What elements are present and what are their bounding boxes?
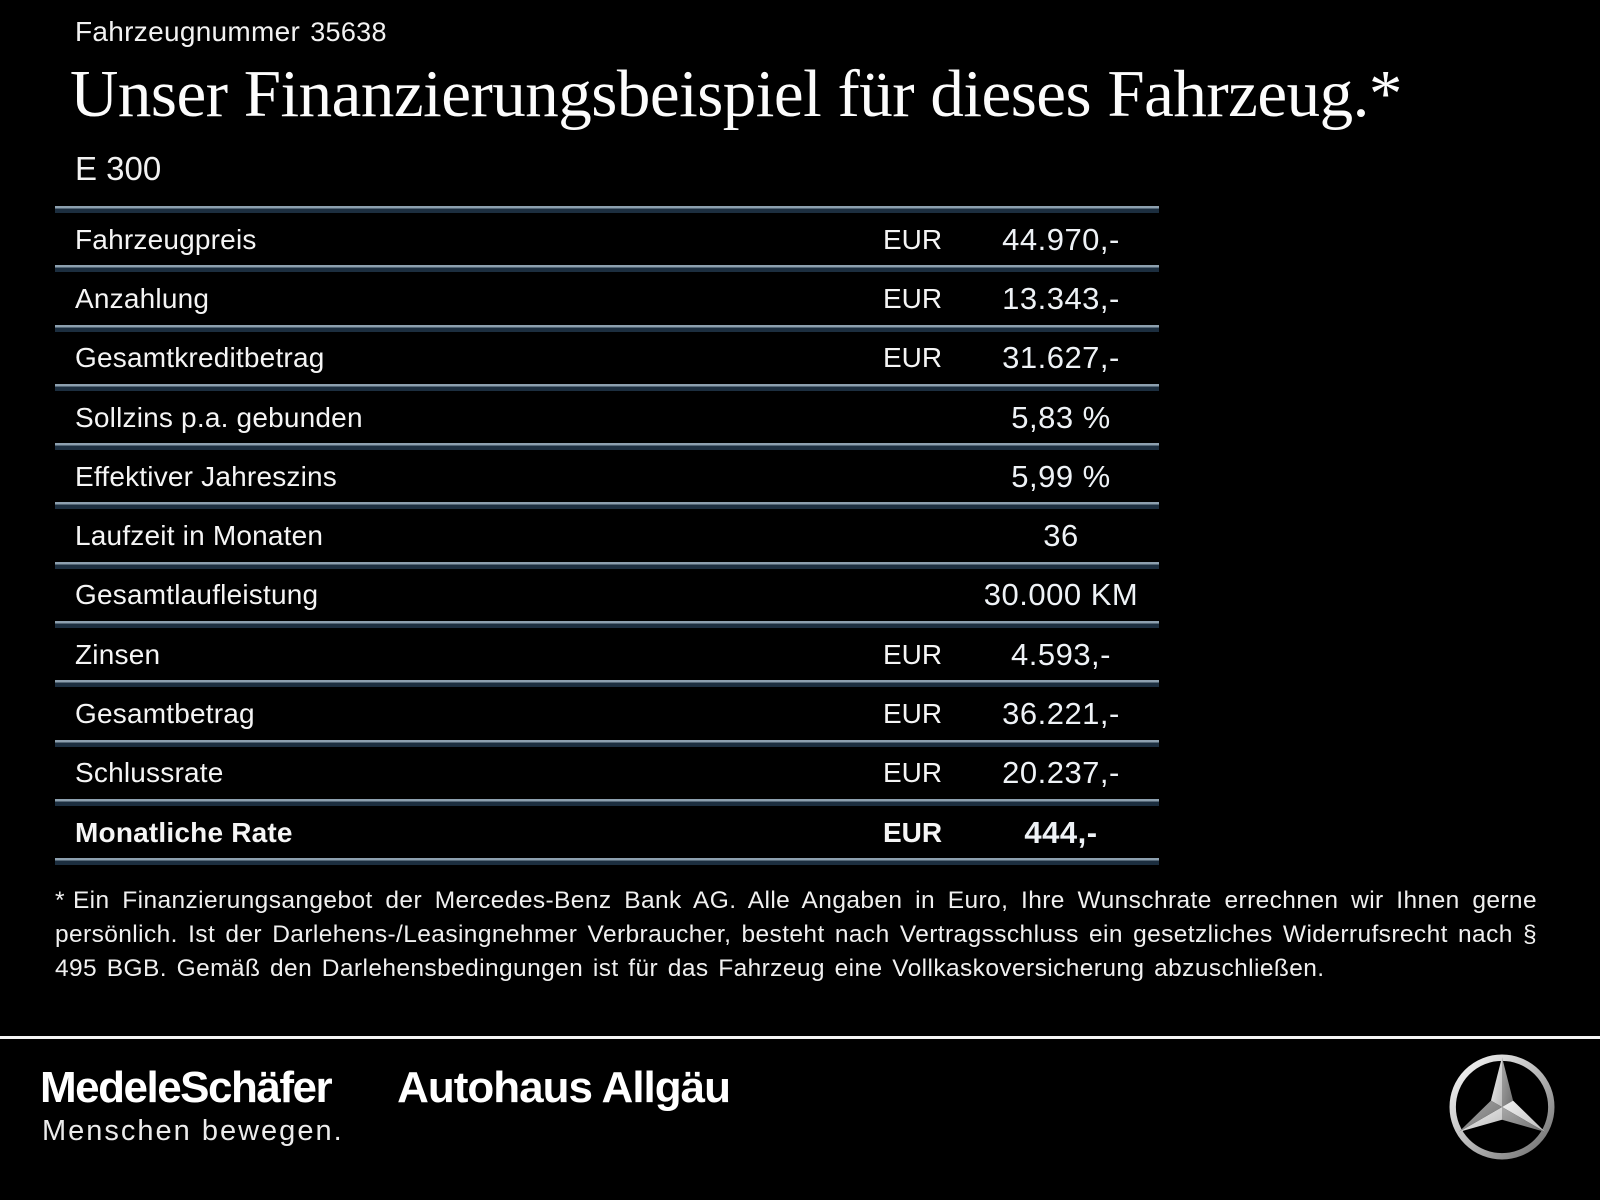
table-row: Fahrzeugpreis EUR 44.970,- xyxy=(55,214,1159,265)
dealer-logos: MedeleSchäfer Autohaus Allgäu xyxy=(40,1063,731,1113)
row-label: Zinsen xyxy=(75,638,161,670)
legal-footnote: * Ein Finanzierungsangebot der Mercedes-B… xyxy=(55,884,1537,986)
row-currency: EUR xyxy=(883,223,943,255)
mercedes-star-icon xyxy=(1449,1054,1555,1160)
row-label: Schlussrate xyxy=(75,757,224,789)
row-label: Sollzins p.a. gebunden xyxy=(75,401,363,433)
row-value: 4.593,- xyxy=(1010,636,1111,672)
row-value: 13.343,- xyxy=(1002,280,1120,316)
row-divider xyxy=(55,502,1159,511)
row-label: Monatliche Rate xyxy=(75,816,293,848)
financing-table: Fahrzeugpreis EUR 44.970,- Anzahlung EUR… xyxy=(55,206,1159,867)
dealer-tagline: Menschen bewegen. xyxy=(42,1115,344,1147)
row-value: 20.237,- xyxy=(1002,755,1120,791)
table-row: Gesamtbetrag EUR 36.221,- xyxy=(55,688,1159,739)
vehicle-number-value: 35638 xyxy=(310,17,387,47)
row-label: Gesamtkreditbetrag xyxy=(75,342,325,374)
row-currency: EUR xyxy=(883,816,943,848)
table-row: Sollzins p.a. gebunden 5,83 % xyxy=(55,392,1159,443)
row-currency: EUR xyxy=(883,698,943,730)
row-label: Effektiver Jahreszins xyxy=(75,460,338,492)
row-currency: EUR xyxy=(883,757,943,789)
footer-separator-line xyxy=(0,1036,1600,1039)
table-row: Gesamtkreditbetrag EUR 31.627,- xyxy=(55,333,1159,384)
row-label: Gesamtlaufleistung xyxy=(75,579,319,611)
footnote-text: Ein Finanzierungsangebot der Mercedes-Be… xyxy=(55,887,1537,982)
table-row: Gesamtlaufleistung 30.000 KM xyxy=(55,570,1159,621)
table-row: Anzahlung EUR 13.343,- xyxy=(55,273,1159,324)
row-divider xyxy=(55,265,1159,274)
vehicle-number-line: Fahrzeugnummer 35638 xyxy=(75,16,387,48)
row-divider xyxy=(55,680,1159,689)
row-currency: EUR xyxy=(883,638,943,670)
row-value: 36 xyxy=(1043,518,1079,554)
row-divider xyxy=(55,561,1159,570)
table-row: Schlussrate EUR 20.237,- xyxy=(55,748,1159,799)
footnote-marker: * xyxy=(55,887,65,914)
row-divider xyxy=(55,798,1159,807)
row-value: 5,99 % xyxy=(1011,458,1111,494)
row-label: Gesamtbetrag xyxy=(75,698,255,730)
row-value: 444,- xyxy=(1024,814,1098,850)
row-currency: EUR xyxy=(883,282,943,314)
row-divider xyxy=(55,324,1159,333)
table-row: Effektiver Jahreszins 5,99 % xyxy=(55,451,1159,502)
table-row: Monatliche Rate EUR 444,- xyxy=(55,807,1159,858)
row-value: 44.970,- xyxy=(1002,221,1120,257)
row-currency: EUR xyxy=(883,342,943,374)
row-value: 36.221,- xyxy=(1002,696,1120,732)
row-divider xyxy=(55,383,1159,392)
row-divider xyxy=(55,443,1159,452)
row-divider xyxy=(55,621,1159,630)
dealer-logo-autohaus-allgaeu: Autohaus Allgäu xyxy=(397,1063,731,1112)
dealer-logo-medeleschaefer: MedeleSchäfer xyxy=(40,1063,333,1112)
page-title: Unser Finanzierungsbeispiel für dieses F… xyxy=(70,57,1402,131)
row-label: Fahrzeugpreis xyxy=(75,223,257,255)
row-value: 5,83 % xyxy=(1011,399,1111,435)
row-label: Laufzeit in Monaten xyxy=(75,520,324,552)
vehicle-model: E 300 xyxy=(75,150,162,187)
row-value: 30.000 KM xyxy=(983,577,1139,613)
row-divider xyxy=(55,858,1159,867)
table-row: Zinsen EUR 4.593,- xyxy=(55,629,1159,680)
row-value: 31.627,- xyxy=(1002,340,1120,376)
vehicle-number-label: Fahrzeugnummer xyxy=(75,16,301,47)
row-divider xyxy=(55,206,1159,214)
row-label: Anzahlung xyxy=(75,282,210,314)
table-row: Laufzeit in Monaten 36 xyxy=(55,510,1159,561)
footer: MedeleSchäfer Autohaus Allgäu Menschen b… xyxy=(0,1039,1600,1200)
row-divider xyxy=(55,739,1159,748)
